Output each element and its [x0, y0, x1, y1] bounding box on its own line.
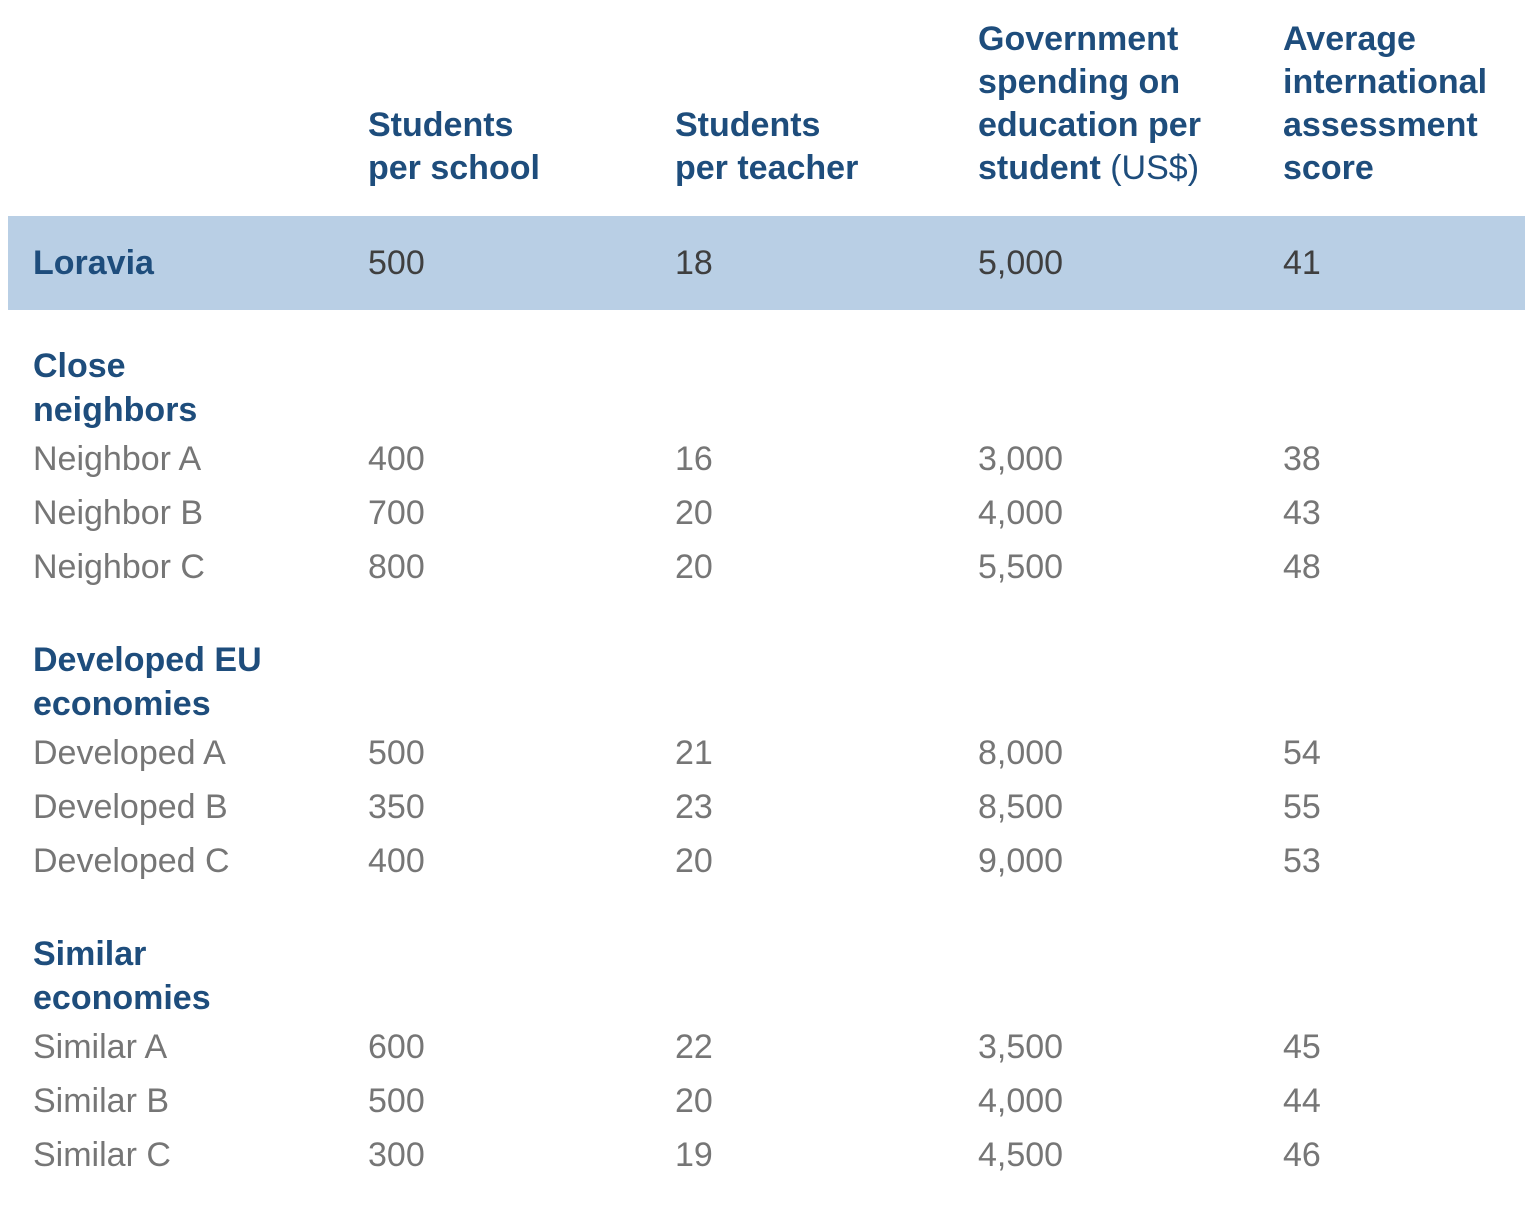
cell-spending-per-student: 3,000 [978, 439, 1064, 478]
cell-students-per-teacher: 16 [675, 439, 713, 478]
cell-spending-per-student: 8,500 [978, 787, 1064, 826]
row-label: Similar A [33, 1027, 168, 1066]
cell-assessment-score: 38 [1283, 439, 1321, 478]
cell-spending-per-student: 9,000 [978, 841, 1064, 880]
cell-students-per-school: 500 [368, 733, 425, 772]
table-header-row: Students per school Students per teacher… [8, 0, 1525, 216]
cell-assessment-score: 54 [1283, 733, 1321, 772]
section-title: Close neighbors [33, 347, 198, 429]
column-header-government-spending-text: Government spending on education per stu… [978, 20, 1201, 187]
cell-students-per-school: 300 [368, 1135, 425, 1174]
cell-students-per-school: 500 [368, 1081, 425, 1120]
row-label: Neighbor C [33, 547, 205, 586]
column-header-students-per-teacher: Students per teacher [675, 106, 859, 187]
cell-spending-per-student: 4,000 [978, 1081, 1064, 1120]
cell-assessment-score: 55 [1283, 787, 1321, 826]
cell-assessment-score: 46 [1283, 1135, 1321, 1174]
cell-spending-per-student: 5,500 [978, 547, 1064, 586]
table-row-similar-c: Similar C 300 19 4,500 46 [33, 1128, 1525, 1182]
column-header-currency-unit: (US$) [1100, 149, 1200, 187]
cell-students-per-school: 400 [368, 841, 425, 880]
cell-assessment-score: 48 [1283, 547, 1321, 586]
cell-students-per-teacher: 20 [675, 1081, 713, 1120]
cell-students-per-school: 400 [368, 439, 425, 478]
table-row-developed-a: Developed A 500 21 8,000 54 [33, 726, 1525, 780]
row-label: Developed A [33, 733, 226, 772]
cell-assessment-score: 45 [1283, 1027, 1321, 1066]
cell-assessment-score: 44 [1283, 1081, 1321, 1120]
section-title: Developed EU economies [33, 641, 262, 723]
cell-students-per-teacher: 18 [675, 243, 713, 282]
cell-assessment-score: 43 [1283, 493, 1321, 532]
cell-students-per-teacher: 20 [675, 841, 713, 880]
cell-students-per-teacher: 20 [675, 547, 713, 586]
column-header-students-per-school: Students per school [368, 106, 540, 187]
cell-assessment-score: 41 [1283, 243, 1321, 282]
cell-students-per-teacher: 21 [675, 733, 713, 772]
cell-students-per-school: 350 [368, 787, 425, 826]
column-header-government-spending: Government spending on education per stu… [978, 18, 1283, 190]
cell-students-per-teacher: 20 [675, 493, 713, 532]
table-row-loravia: Loravia 500 18 5,000 41 [8, 216, 1525, 310]
table-row-neighbor-a: Neighbor A 400 16 3,000 38 [33, 432, 1525, 486]
cell-spending-per-student: 8,000 [978, 733, 1064, 772]
section-close-neighbors: Close neighbors Neighbor A 400 16 3,000 … [8, 344, 1525, 594]
row-label: Neighbor B [33, 493, 204, 532]
cell-students-per-school: 800 [368, 547, 425, 586]
cell-students-per-teacher: 19 [675, 1135, 713, 1174]
cell-spending-per-student: 4,500 [978, 1135, 1064, 1174]
table-row-similar-a: Similar A 600 22 3,500 45 [33, 1020, 1525, 1074]
cell-students-per-teacher: 22 [675, 1027, 713, 1066]
cell-spending-per-student: 5,000 [978, 243, 1064, 282]
row-label: Developed B [33, 787, 228, 826]
row-label: Developed C [33, 841, 230, 880]
education-comparison-table: Students per school Students per teacher… [8, 0, 1525, 1182]
cell-spending-per-student: 3,500 [978, 1027, 1064, 1066]
table-row-developed-c: Developed C 400 20 9,000 53 [33, 834, 1525, 888]
table-row-neighbor-c: Neighbor C 800 20 5,500 48 [33, 540, 1525, 594]
row-label: Similar B [33, 1081, 170, 1120]
cell-spending-per-student: 4,000 [978, 493, 1064, 532]
cell-students-per-school: 700 [368, 493, 425, 532]
section-title: Similar economies [33, 935, 211, 1017]
column-header-assessment-score: Average international assessment score [1283, 20, 1488, 187]
row-label: Loravia [33, 243, 154, 282]
row-label: Similar C [33, 1135, 171, 1174]
cell-students-per-school: 500 [368, 243, 425, 282]
section-similar-economies: Similar economies Similar A 600 22 3,500… [8, 932, 1525, 1182]
table-row-similar-b: Similar B 500 20 4,000 44 [33, 1074, 1525, 1128]
section-developed-eu-economies: Developed EU economies Developed A 500 2… [8, 638, 1525, 888]
table-row-neighbor-b: Neighbor B 700 20 4,000 43 [33, 486, 1525, 540]
cell-students-per-teacher: 23 [675, 787, 713, 826]
cell-assessment-score: 53 [1283, 841, 1321, 880]
table-row-developed-b: Developed B 350 23 8,500 55 [33, 780, 1525, 834]
row-label: Neighbor A [33, 439, 202, 478]
cell-students-per-school: 600 [368, 1027, 425, 1066]
